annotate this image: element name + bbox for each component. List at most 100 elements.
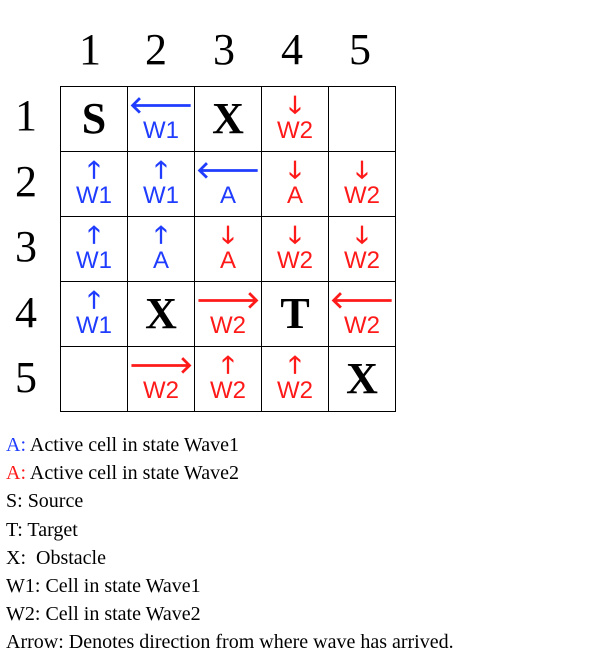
cell-label: W2 bbox=[210, 377, 246, 404]
right-arrow-icon: 🡒 bbox=[195, 286, 261, 314]
cell-label: W1 bbox=[76, 182, 112, 209]
down-arrow-icon: 🡓 bbox=[221, 221, 235, 249]
grid-cell bbox=[60, 346, 128, 412]
row-header-5: 5 bbox=[15, 353, 37, 402]
legend-item: S: Source bbox=[6, 487, 454, 515]
legend-key: W1: bbox=[6, 575, 41, 598]
cell-label: A bbox=[286, 182, 303, 209]
down-arrow-icon: 🡓 bbox=[288, 91, 302, 119]
legend-item: W2: Cell in state Wave2 bbox=[6, 600, 454, 628]
up-arrow-icon: 🡑 bbox=[154, 156, 168, 184]
legend-key: S: bbox=[6, 490, 23, 513]
row-header-2: 2 bbox=[15, 157, 37, 206]
cell-label: X bbox=[346, 354, 378, 403]
cell-content: X bbox=[195, 87, 261, 151]
up-arrow-icon: 🡑 bbox=[221, 351, 235, 379]
legend-key: W2: bbox=[6, 603, 41, 626]
legend-description: Denotes direction from where wave has ar… bbox=[63, 631, 454, 654]
legend-description: Active cell in state Wave1 bbox=[26, 434, 239, 456]
grid-cell bbox=[328, 86, 396, 152]
down-arrow-icon: 🡓 bbox=[355, 156, 369, 184]
legend-item: A: Active cell in state Wave1 bbox=[6, 431, 454, 459]
column-header-2: 2 bbox=[145, 25, 167, 74]
up-arrow-icon: 🡑 bbox=[154, 221, 168, 249]
legend-description: Source bbox=[22, 490, 84, 513]
grid-cell: 🡑 W2 bbox=[194, 346, 262, 412]
up-arrow-icon: 🡑 bbox=[87, 221, 101, 249]
grid-cell: 🡓 W2 bbox=[261, 86, 329, 152]
wave-grid: S 🡐 W1 X 🡓 W2 🡑 W1 🡑 W1 🡐 A 🡓 A 🡓 W2 🡑 W1 🡑 A 🡓 A 🡓 W2 🡓 W2 🡑 W1 X 🡒 W… bbox=[60, 86, 396, 412]
legend-key: A: bbox=[6, 462, 26, 485]
grid-cell: 🡑 W1 bbox=[60, 281, 128, 347]
up-arrow-icon: 🡑 bbox=[87, 286, 101, 314]
cell-content bbox=[61, 347, 127, 411]
legend-item: T: Target bbox=[6, 516, 454, 544]
grid-cell: X bbox=[328, 346, 396, 412]
down-arrow-icon: 🡓 bbox=[288, 221, 302, 249]
grid-cell: 🡓 A bbox=[261, 151, 329, 217]
grid-cell: 🡒 W2 bbox=[194, 281, 262, 347]
legend-description: Active cell in state Wave2 bbox=[26, 462, 239, 485]
cell-content: 🡐 A bbox=[195, 152, 261, 216]
cell-content bbox=[329, 87, 395, 151]
up-arrow-icon: 🡑 bbox=[87, 156, 101, 184]
legend-key: T: bbox=[6, 518, 23, 541]
left-arrow-icon: 🡐 bbox=[128, 91, 194, 119]
grid-row: 🡑 W1 X 🡒 W2 T 🡐 W2 bbox=[60, 281, 396, 347]
cell-label: W1 bbox=[143, 117, 179, 144]
grid-cell: S bbox=[60, 86, 128, 152]
grid-row: 🡑 W1 🡑 A 🡓 A 🡓 W2 🡓 W2 bbox=[60, 216, 396, 282]
grid-cell: 🡓 A bbox=[194, 216, 262, 282]
cell-label: W2 bbox=[344, 247, 380, 274]
legend-item: X: Obstacle bbox=[6, 544, 454, 572]
cell-label: W1 bbox=[143, 182, 179, 209]
grid-cell: 🡑 W1 bbox=[60, 216, 128, 282]
grid-cell: 🡑 W2 bbox=[261, 346, 329, 412]
row-header-1: 1 bbox=[15, 91, 37, 140]
cell-content: 🡓 W2 bbox=[262, 217, 328, 281]
grid-row: 🡑 W1 🡑 W1 🡐 A 🡓 A 🡓 W2 bbox=[60, 151, 396, 217]
cell-label: W2 bbox=[344, 312, 380, 339]
cell-content: 🡑 W1 bbox=[61, 282, 127, 346]
cell-label: W2 bbox=[210, 312, 246, 339]
grid-cell: 🡓 W2 bbox=[261, 216, 329, 282]
legend-key: Arrow: bbox=[6, 631, 64, 654]
column-header-4: 4 bbox=[281, 25, 303, 74]
row-header-4: 4 bbox=[15, 288, 37, 337]
down-arrow-icon: 🡓 bbox=[288, 156, 302, 184]
legend-description: Cell in state Wave2 bbox=[40, 603, 201, 626]
cell-content: 🡒 W2 bbox=[195, 282, 261, 346]
column-header-5: 5 bbox=[349, 25, 371, 74]
legend-item: Arrow: Denotes direction from where wave… bbox=[6, 628, 454, 656]
cell-content: 🡑 W1 bbox=[61, 152, 127, 216]
cell-label: T bbox=[280, 289, 310, 338]
legend-key: A: bbox=[6, 434, 26, 456]
legend-description: Obstacle bbox=[26, 546, 106, 569]
down-arrow-icon: 🡓 bbox=[355, 221, 369, 249]
left-arrow-icon: 🡐 bbox=[195, 156, 261, 184]
cell-label: W2 bbox=[143, 377, 179, 404]
cell-content: 🡓 W2 bbox=[262, 87, 328, 151]
column-header-3: 3 bbox=[213, 25, 235, 74]
grid-cell: X bbox=[194, 86, 262, 152]
grid-cell: 🡒 W2 bbox=[127, 346, 195, 412]
grid-row: S 🡐 W1 X 🡓 W2 bbox=[60, 86, 396, 152]
grid-cell: 🡑 W1 bbox=[60, 151, 128, 217]
cell-content: S bbox=[61, 87, 127, 151]
cell-label: S bbox=[81, 94, 107, 143]
cell-content: 🡓 A bbox=[195, 217, 261, 281]
cell-label: W2 bbox=[344, 182, 380, 209]
grid-cell: 🡓 W2 bbox=[328, 151, 396, 217]
grid-cell: 🡑 A bbox=[127, 216, 195, 282]
cell-label: W2 bbox=[277, 247, 313, 274]
cell-label: A bbox=[152, 247, 169, 274]
cell-content: 🡓 A bbox=[262, 152, 328, 216]
cell-content: T bbox=[262, 282, 328, 346]
legend: A: Active cell in state Wave1 A: Active c… bbox=[6, 431, 454, 657]
up-arrow-icon: 🡑 bbox=[288, 351, 302, 379]
cell-content: 🡑 W1 bbox=[61, 217, 127, 281]
cell-content: X bbox=[329, 347, 395, 411]
left-arrow-icon: 🡐 bbox=[329, 286, 395, 314]
grid-cell: 🡓 W2 bbox=[328, 216, 396, 282]
cell-label: W1 bbox=[76, 312, 112, 339]
